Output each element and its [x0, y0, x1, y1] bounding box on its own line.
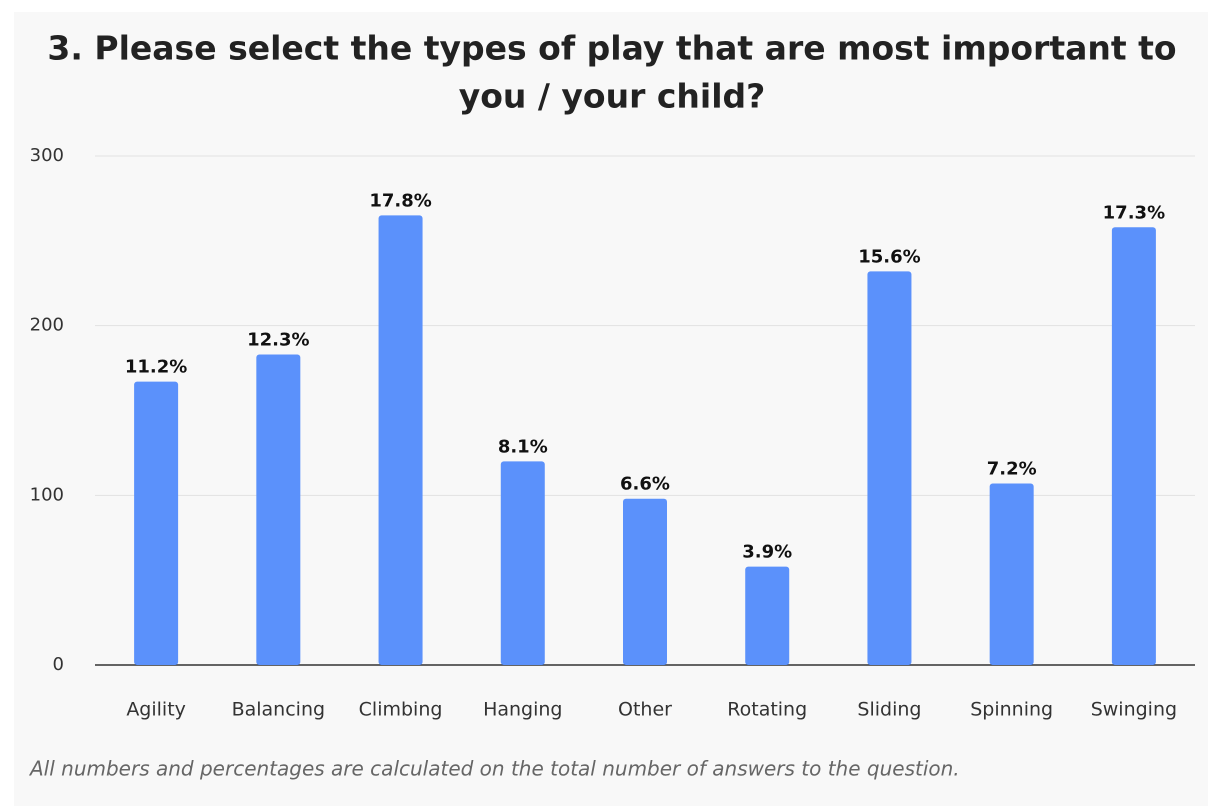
- x-tick-label: Rotating: [727, 699, 807, 721]
- chart-background: [14, 12, 1208, 806]
- x-tick-label: Balancing: [232, 699, 325, 721]
- bar: [623, 498, 667, 665]
- bar: [500, 461, 545, 665]
- x-tick-label: Sliding: [857, 699, 921, 721]
- y-tick-label: 200: [30, 315, 64, 336]
- x-tick-label: Hanging: [483, 699, 562, 721]
- x-tick-label: Other: [618, 699, 672, 721]
- bar: [378, 215, 423, 665]
- y-tick-label: 100: [30, 484, 64, 505]
- y-tick-label: 0: [53, 654, 64, 675]
- y-tick-label: 300: [30, 145, 64, 166]
- data-label: 12.3%: [247, 330, 309, 351]
- bar: [989, 483, 1034, 665]
- data-label: 6.6%: [620, 474, 670, 495]
- bar: [256, 354, 301, 665]
- data-label: 7.2%: [987, 458, 1037, 479]
- bar: [745, 566, 790, 665]
- footnote: All numbers and percentages are calculat…: [28, 757, 960, 781]
- data-label: 11.2%: [125, 357, 187, 378]
- bar: [867, 271, 912, 665]
- chart-title: you / your child?: [459, 77, 766, 116]
- data-label: 17.8%: [369, 190, 431, 211]
- x-tick-label: Agility: [126, 699, 186, 721]
- data-label: 3.9%: [742, 542, 792, 563]
- data-label: 15.6%: [858, 246, 920, 267]
- x-tick-label: Climbing: [359, 699, 443, 721]
- bar: [1111, 227, 1156, 665]
- bar: [134, 381, 179, 665]
- data-label: 17.3%: [1103, 202, 1165, 223]
- x-tick-label: Spinning: [970, 699, 1053, 721]
- x-tick-label: Swinging: [1091, 699, 1177, 721]
- data-label: 8.1%: [498, 436, 548, 457]
- chart-title: 3. Please select the types of play that …: [47, 29, 1176, 68]
